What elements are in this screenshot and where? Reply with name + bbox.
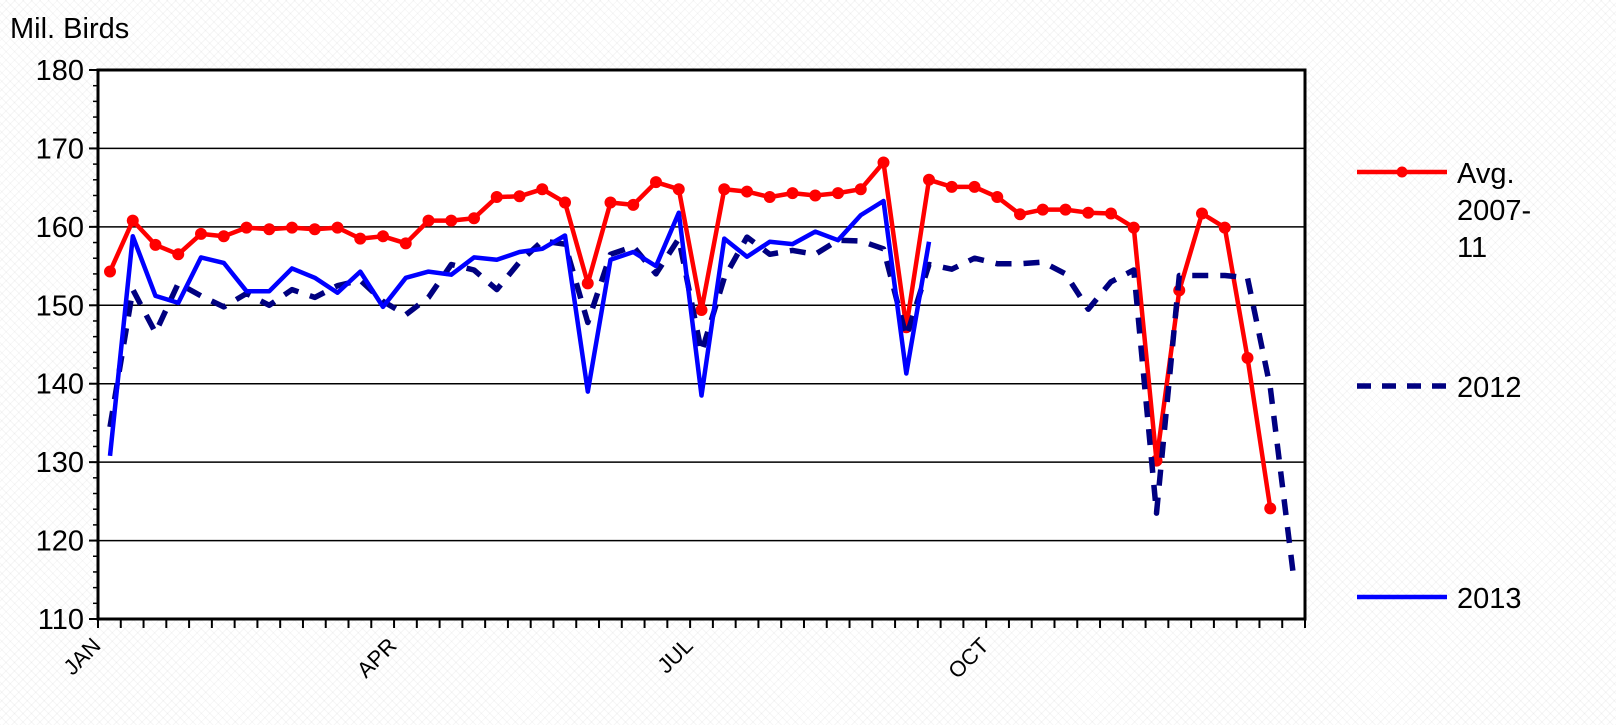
series-line [107,160,1273,509]
data-point [195,227,207,240]
data-point [672,183,685,196]
data-point [331,221,344,234]
data-point [354,232,367,245]
x-tick-label: APR [352,633,402,683]
data-point [104,265,116,278]
data-point [1105,207,1117,220]
data-point [604,196,617,209]
data-point [1127,221,1140,234]
data-point [581,277,594,290]
x-tick-label: OCT [943,633,994,684]
data-point [536,183,549,196]
series-line [107,198,932,457]
data-point [1218,221,1231,234]
data-point [126,214,139,227]
data-point [1241,351,1254,364]
data-point [490,191,503,204]
y-tick-label: 150 [36,290,84,322]
data-point [286,221,298,234]
data-point [377,230,389,243]
data-point [1264,502,1277,515]
data-point [718,183,731,196]
y-tick-label: 120 [36,526,84,558]
y-tick-label: 130 [36,447,84,479]
data-point [399,237,412,250]
y-axis: 110 120 130 140 150 160 170 180 [36,55,98,636]
data-point [741,185,753,198]
legend-marker [1396,166,1408,178]
legend-item: 2012 [1357,372,1522,404]
data-point [217,230,230,243]
data-point [763,191,776,204]
data-point [923,173,935,186]
data-point [786,187,799,200]
legend-label: 2012 [1457,372,1522,404]
data-point [513,190,526,203]
x-tick-label: JUL [652,633,697,678]
data-point [445,214,458,227]
data-point [877,156,890,169]
data-point [240,221,253,234]
y-tick-label: 140 [36,369,84,401]
y-tick-label: 110 [38,604,84,636]
data-point [627,198,640,211]
legend: Avg. 2007- 11 2012 2013 [1357,158,1531,615]
series-avg-2007-11 [104,156,1277,515]
data-point [695,303,708,316]
data-point [1196,207,1208,220]
series-2013 [107,198,932,457]
data-point [468,212,480,225]
data-point [172,248,185,261]
series-2012 [107,234,1296,573]
y-axis-title: Mil. Birds [10,13,129,45]
data-point [149,238,162,251]
data-point [263,223,276,236]
x-axis: JAN APR JUL OCT [58,619,1306,684]
data-point [945,180,958,193]
data-point [650,176,662,189]
y-tick-label: 170 [36,133,84,165]
data-point [968,180,981,193]
legend-item: Avg. 2007- 11 [1357,158,1531,264]
y-tick-label: 160 [36,212,84,244]
plot-frame [96,68,1307,621]
data-point [1014,208,1026,221]
data-point [559,196,571,209]
legend-label: 11 [1457,232,1487,264]
legend-label: Avg. [1457,158,1515,190]
data-point [422,214,435,227]
data-point [308,223,321,236]
series-line [107,234,1296,573]
data-point [809,189,822,202]
y-tick-label: 180 [36,55,84,87]
series-group [104,156,1296,573]
legend-label: 2013 [1457,583,1522,615]
data-point [1082,206,1095,219]
data-point [1036,203,1049,216]
data-point [832,187,844,200]
data-point [854,183,867,196]
data-point [991,191,1004,204]
legend-item: 2013 [1357,583,1522,615]
legend-label: 2007- [1457,195,1531,227]
x-tick-label: JAN [58,633,105,680]
data-point [1059,203,1072,216]
